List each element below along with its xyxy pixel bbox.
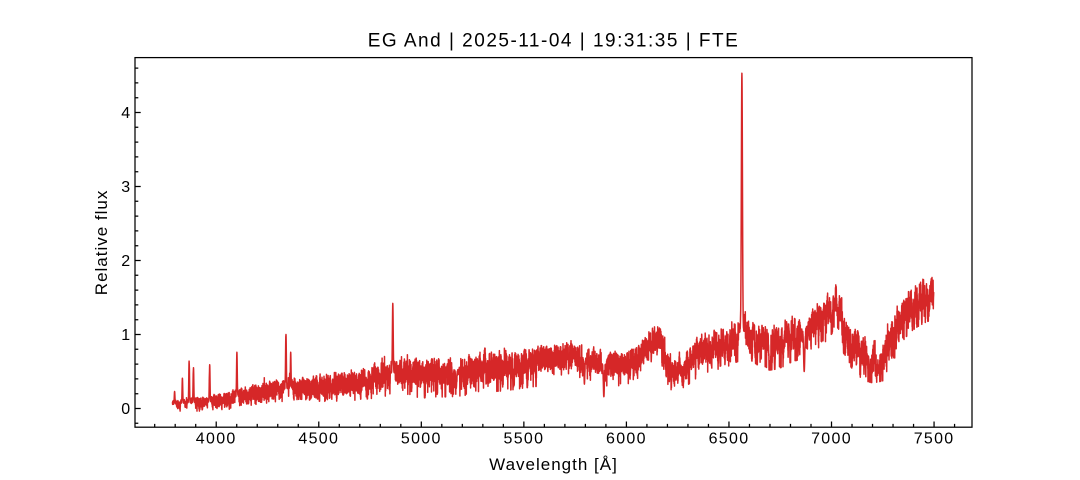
svg-text:2: 2 [121,253,131,270]
svg-text:EG And | 2025-11-04 | 19:31:35: EG And | 2025-11-04 | 19:31:35 | FTE [368,31,740,52]
svg-text:6500: 6500 [709,431,750,448]
svg-text:Relative flux: Relative flux [92,190,111,296]
svg-text:6000: 6000 [606,431,647,448]
svg-text:1: 1 [121,327,131,344]
svg-text:3: 3 [121,179,131,196]
svg-text:4500: 4500 [298,431,339,448]
svg-text:0: 0 [121,401,131,418]
svg-text:Wavelength [Å]: Wavelength [Å] [489,455,618,474]
svg-text:4000: 4000 [196,431,237,448]
svg-text:7000: 7000 [811,431,852,448]
svg-text:5000: 5000 [401,431,442,448]
svg-text:4: 4 [121,105,131,122]
svg-text:7500: 7500 [914,431,955,448]
svg-text:5500: 5500 [504,431,545,448]
